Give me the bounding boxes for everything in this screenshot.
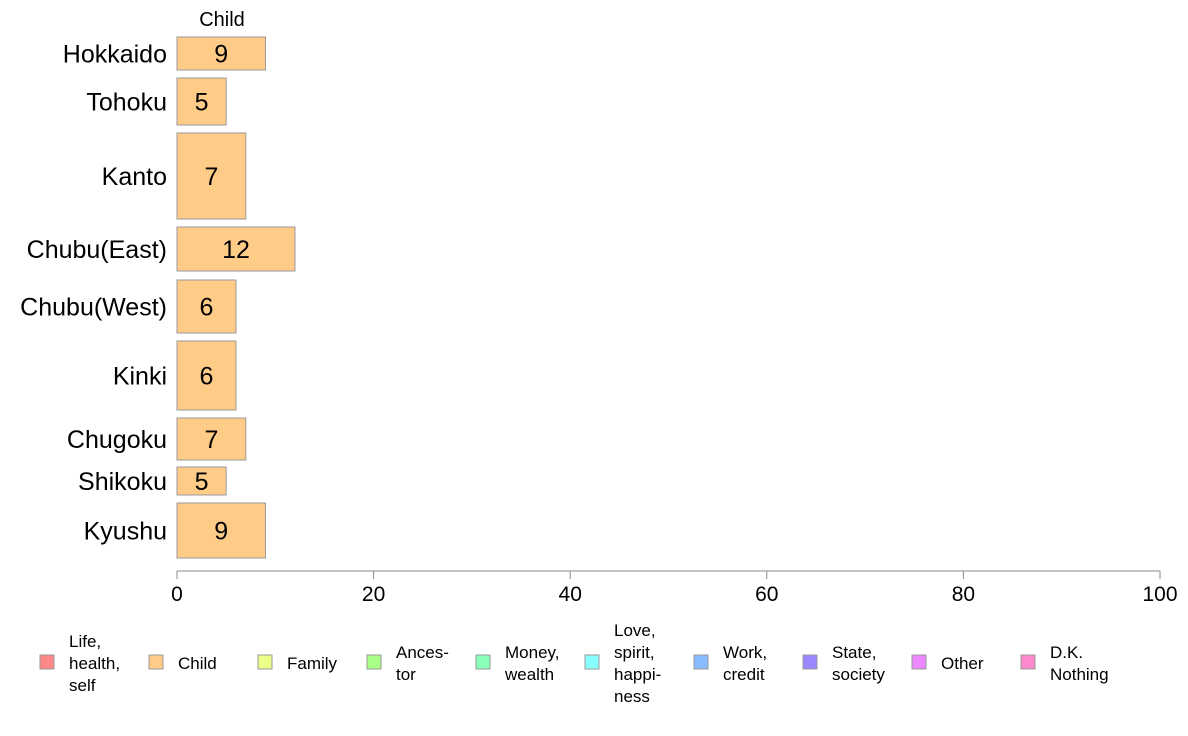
- data-label: 7: [204, 163, 218, 191]
- bar: [176, 466, 227, 496]
- bar: [176, 502, 266, 559]
- legend-swatch: [366, 654, 382, 670]
- legend-label: Other: [941, 654, 984, 673]
- data-label: 5: [195, 89, 209, 117]
- bars-group: Hokkaido 9 Tohoku 5 Kanto 7 Chubu(East) 12 Chubu…: [20, 36, 296, 559]
- legend-label: Family: [287, 654, 338, 673]
- bar: [176, 279, 237, 334]
- data-label: 6: [200, 294, 214, 322]
- data-label: 6: [200, 363, 214, 391]
- legend-swatch: [39, 654, 55, 670]
- x-tick-label: 100: [1142, 583, 1177, 606]
- x-axis: 0 20 40 60 80 100: [171, 570, 1178, 606]
- legend-swatch: [911, 654, 927, 670]
- column-header: Child: [199, 9, 245, 31]
- bar: [176, 132, 247, 220]
- bar: [176, 226, 296, 272]
- legend: Life, health, self Child Family Ances-tor Mone…: [39, 621, 1109, 706]
- category-label: Chubu(East): [27, 236, 167, 264]
- legend-swatch: [1020, 654, 1036, 670]
- legend-label: D.K. Nothing: [1050, 643, 1109, 684]
- category-label: Kanto: [102, 163, 167, 191]
- x-tick-label: 20: [362, 583, 385, 606]
- legend-label: Life, health, self: [69, 632, 120, 695]
- bar: [176, 77, 227, 126]
- x-tick-label: 60: [755, 583, 778, 606]
- category-label: Tohoku: [86, 89, 167, 117]
- legend-swatch: [584, 654, 600, 670]
- bar: [176, 36, 266, 71]
- legend-label: Work, credit: [723, 643, 767, 684]
- legend-swatch: [693, 654, 709, 670]
- data-label: 7: [204, 426, 218, 454]
- data-label: 9: [214, 41, 228, 69]
- legend-label: Child: [178, 654, 217, 673]
- legend-label: State, society: [832, 643, 885, 684]
- legend-label: Money, wealth: [504, 643, 560, 684]
- legend-swatch: [257, 654, 273, 670]
- category-label: Hokkaido: [63, 41, 167, 69]
- category-label: Shikoku: [78, 468, 167, 496]
- legend-swatch: [475, 654, 491, 670]
- x-tick-label: 40: [559, 583, 582, 606]
- category-label: Chubu(West): [20, 294, 167, 322]
- legend-swatch: [148, 654, 164, 670]
- legend-label: Ances-tor: [396, 643, 449, 684]
- data-label: 12: [222, 236, 250, 264]
- category-label: Kyushu: [84, 518, 167, 546]
- category-label: Chugoku: [67, 426, 167, 454]
- x-tick-label: 80: [952, 583, 975, 606]
- data-label: 9: [214, 518, 228, 546]
- x-tick-label: 0: [171, 583, 183, 606]
- legend-label: Love, spirit, happi-ness: [614, 621, 661, 706]
- data-label: 5: [195, 468, 209, 496]
- bar: [176, 417, 247, 461]
- bar: [176, 340, 237, 411]
- category-label: Kinki: [113, 363, 167, 391]
- legend-swatch: [802, 654, 818, 670]
